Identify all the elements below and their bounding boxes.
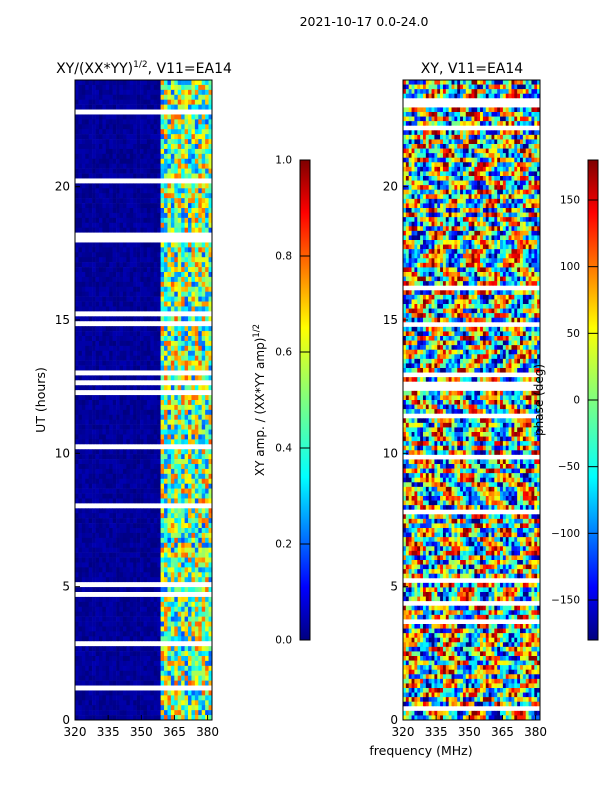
amp-heatmap: [75, 80, 213, 721]
phase-colorbar-ticks: −150 −100 −50 0 50 100 150: [551, 195, 598, 607]
phase-plot-frame: [402, 79, 541, 721]
colorbar-tick-label: −150: [551, 595, 580, 607]
y-tick-label: 20: [383, 180, 398, 194]
y-tick-label: 15: [383, 313, 398, 327]
amp-y-axis-label: UT (hours): [33, 367, 48, 433]
phase-colorbar-label: phase (deg): [532, 364, 546, 436]
x-tick-label: 350: [458, 725, 481, 739]
colorbar-tick-label: −100: [551, 528, 580, 540]
amp-colorbar-ticks: 0.0 0.2 0.4 0.6 0.8 1.0: [275, 155, 310, 647]
x-tick-label: 380: [196, 725, 219, 739]
x-tick-label: 335: [97, 725, 120, 739]
phase-y-axis: 0 5 10 15 20: [383, 180, 408, 727]
amp-plot-title: XY/(XX*YY)1/2, V11=EA14: [56, 60, 232, 77]
y-tick-label: 10: [55, 446, 70, 460]
y-tick-label: 0: [62, 713, 70, 727]
colorbar-tick-label: 100: [560, 261, 580, 273]
y-tick-label: 5: [390, 580, 398, 594]
x-tick-label: 320: [64, 725, 87, 739]
phase-x-axis: 320 335 350 365 380: [392, 715, 547, 739]
colorbar-tick-label: −50: [558, 461, 580, 473]
colorbar-tick-label: 0.8: [275, 251, 292, 263]
figure-suptitle: 2021-10-17 0.0-24.0: [300, 14, 429, 29]
x-tick-label: 335: [425, 725, 448, 739]
x-tick-label: 320: [392, 725, 415, 739]
amp-colorbar: [299, 159, 311, 641]
phase-heatmap: [403, 80, 541, 721]
amp-y-axis: 0 5 10 15 20: [55, 180, 80, 727]
amp-plot-frame: [74, 79, 213, 721]
colorbar-tick-label: 50: [567, 328, 580, 340]
colorbar-tick-label: 0.6: [275, 347, 292, 359]
amp-colorbar-label: XY amp. / (XX*YY amp)1/2: [252, 324, 267, 476]
x-axis-label: frequency (MHz): [369, 743, 472, 758]
colorbar-tick-label: 0.2: [275, 539, 292, 551]
x-tick-label: 365: [163, 725, 186, 739]
x-tick-label: 380: [524, 725, 547, 739]
x-tick-label: 350: [130, 725, 153, 739]
colorbar-tick-label: 0: [573, 395, 580, 407]
amp-x-axis: 320 335 350 365 380: [64, 715, 219, 739]
y-tick-label: 0: [390, 713, 398, 727]
y-tick-label: 5: [62, 580, 70, 594]
y-tick-label: 15: [55, 313, 70, 327]
y-tick-label: 10: [383, 446, 398, 460]
colorbar-tick-label: 150: [560, 195, 580, 207]
x-tick-label: 365: [491, 725, 514, 739]
colorbar-tick-label: 1.0: [275, 155, 292, 167]
y-tick-label: 20: [55, 180, 70, 194]
colorbar-tick-label: 0.4: [275, 443, 292, 455]
colorbar-tick-label: 0.0: [275, 635, 292, 647]
phase-plot-title: XY, V11=EA14: [421, 61, 523, 77]
